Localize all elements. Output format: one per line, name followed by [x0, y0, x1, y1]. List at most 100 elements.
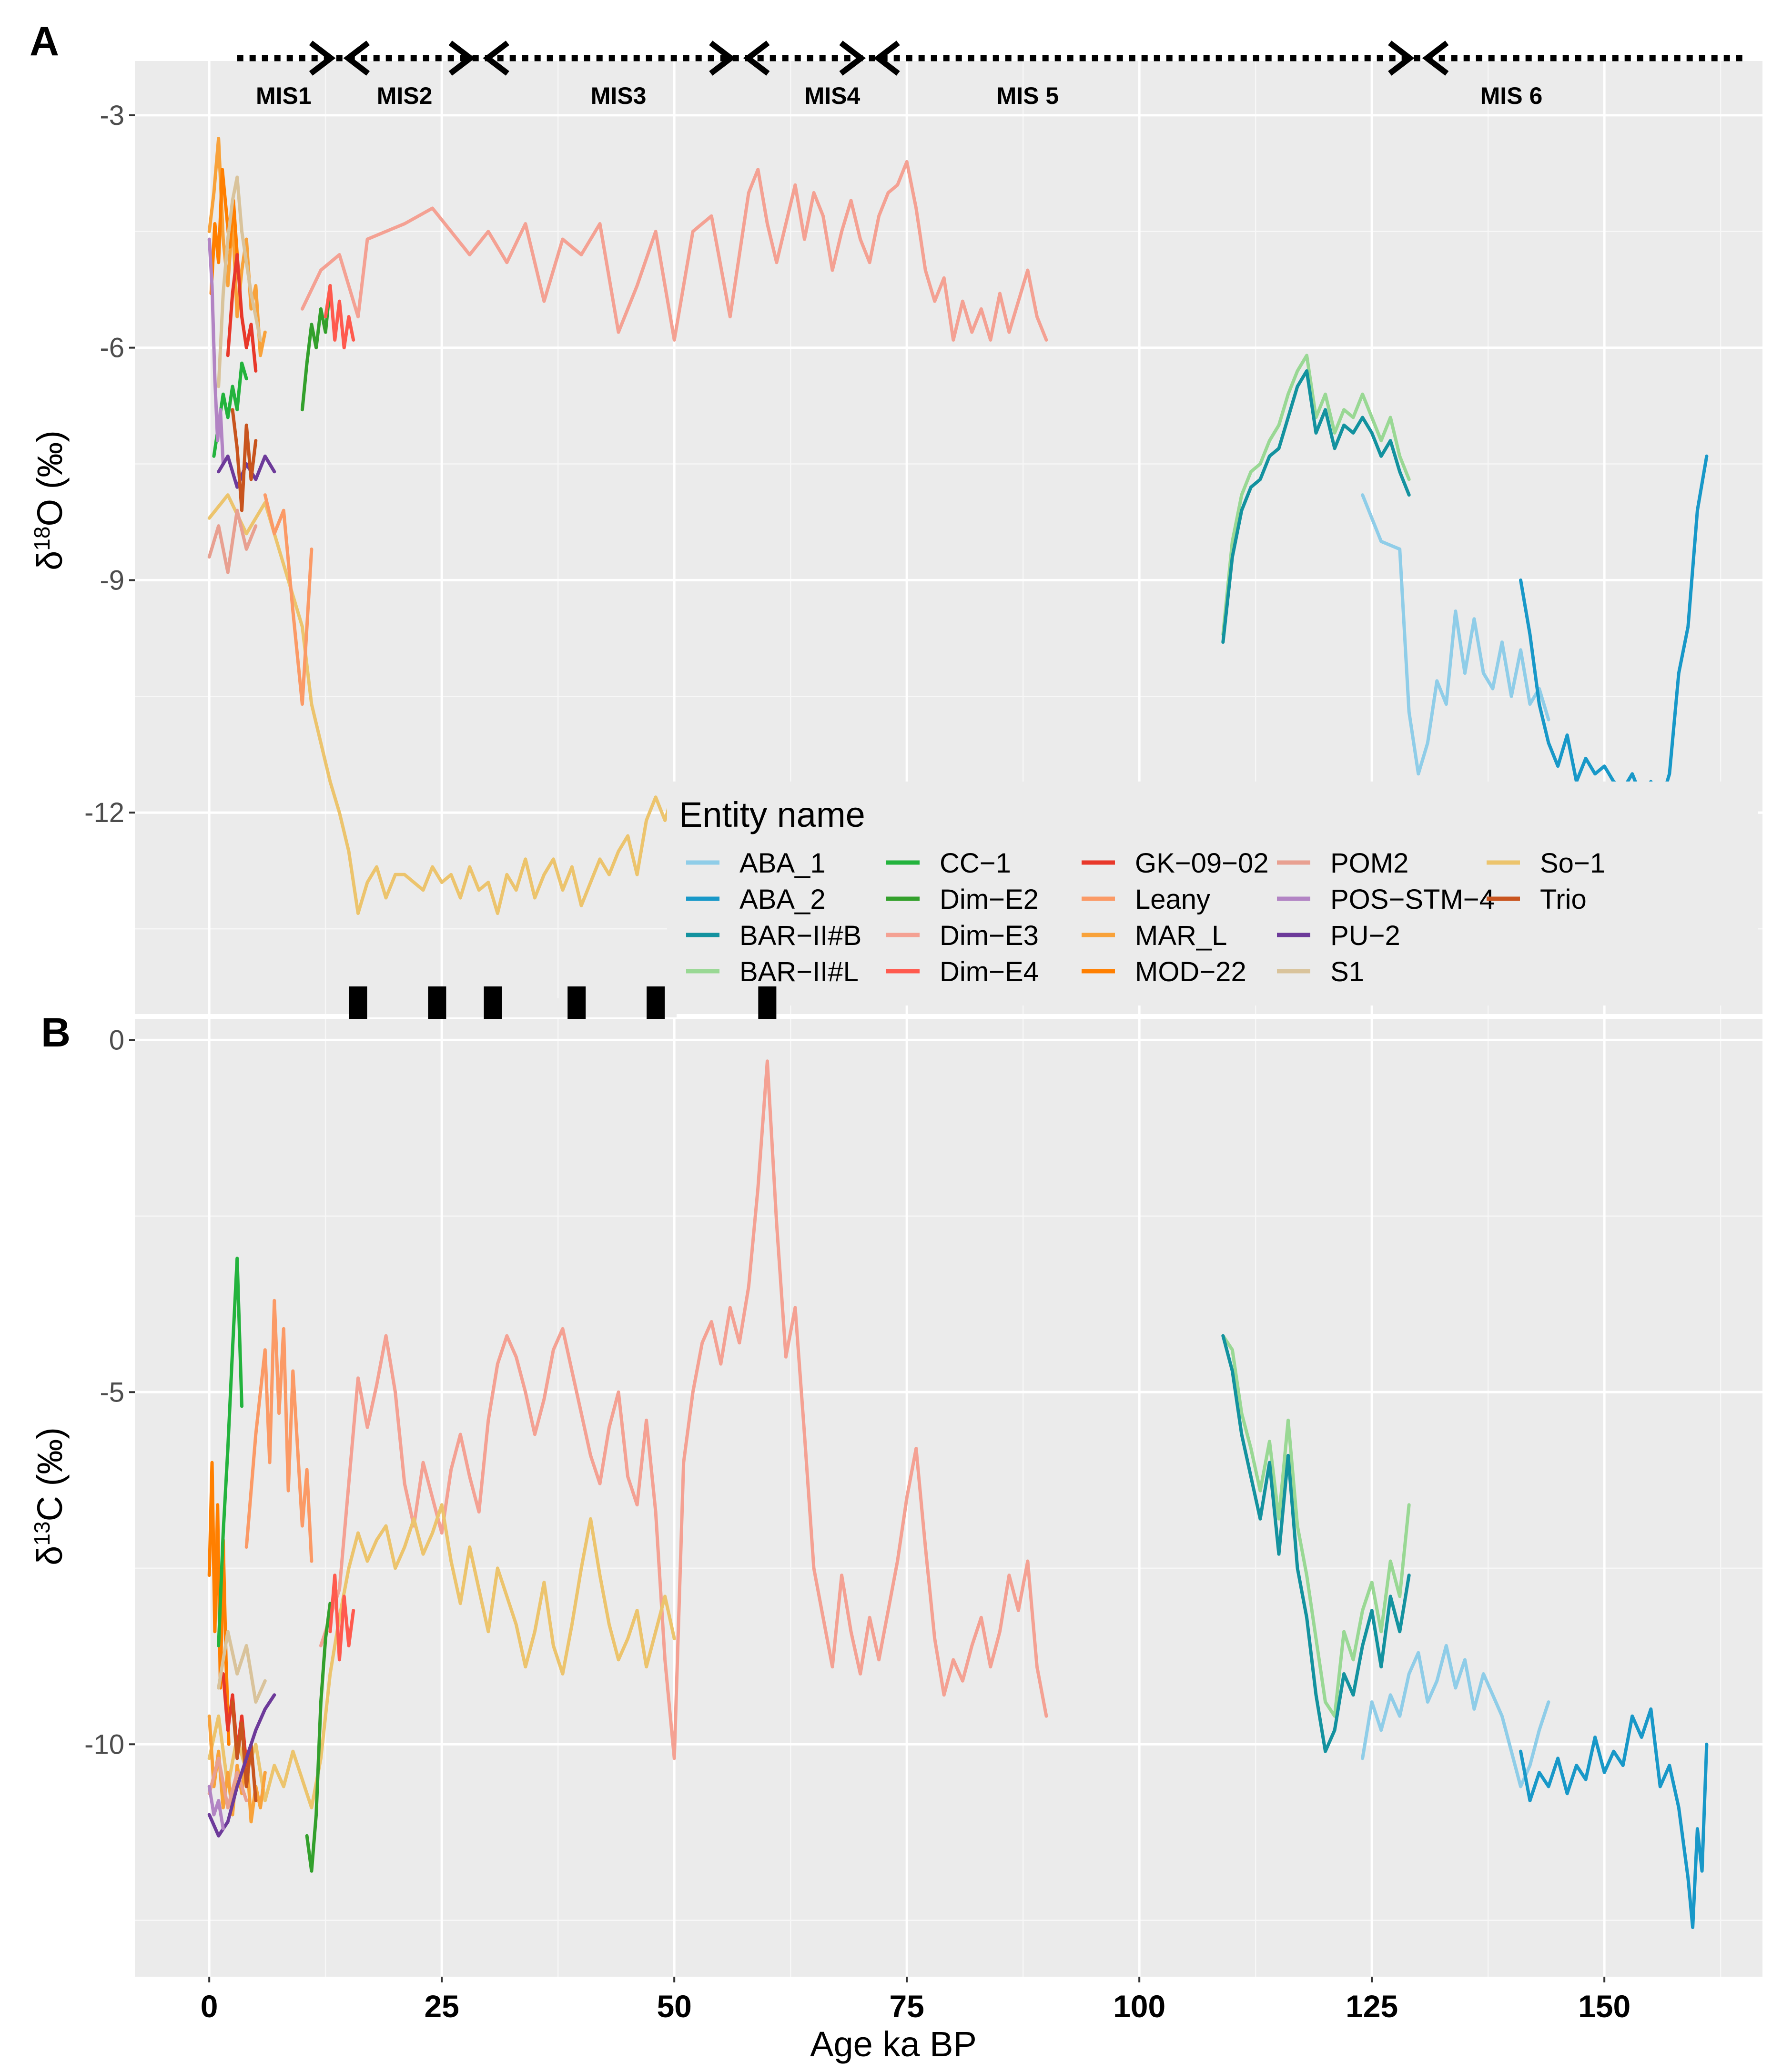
panel-a-series-pom2 — [207, 508, 258, 574]
panel-a-series-pos-stm-4 — [207, 237, 225, 466]
x-tick-label: 25 — [424, 1989, 459, 2024]
legend-entries: ABA_1 ABA_2 BAR−II#B BAR−II#L CC−1 Dim−E2 Dim−… — [686, 848, 1605, 987]
panel-a-series-pu-2 — [217, 454, 276, 489]
panel-b-series-dim-e2 — [305, 1602, 332, 1873]
panel-a: -3-6-9-12 A δ18O (‰) MIS1 MIS2 MIS3 MIS4 MIS… — [30, 19, 1762, 1014]
panel-a-series-dim-e3 — [300, 160, 1048, 342]
panel-b-series-pu-2 — [207, 1693, 276, 1838]
panel-a-series-bar-ii-l — [1221, 354, 1411, 636]
panel-b-series-bar-ii-b — [1221, 1334, 1411, 1753]
x-tick-label: 100 — [1113, 1989, 1165, 2024]
legend-background — [667, 782, 1758, 1006]
legend-label-dim-e3: Dim−E3 — [940, 920, 1039, 951]
panel-a-series-s1 — [217, 175, 262, 388]
legend-label-leany: Leany — [1135, 884, 1210, 915]
mis-label-mis2: MIS2 — [377, 82, 433, 109]
x-tick-label: 150 — [1578, 1989, 1630, 2024]
mis-label-mis3: MIS3 — [591, 82, 647, 109]
panel-b-series-aba-1 — [1361, 1644, 1550, 1788]
panel-a-y-tick-label: -9 — [100, 565, 124, 596]
legend-label-pom2: POM2 — [1330, 848, 1408, 879]
heinrich-background — [367, 998, 677, 1017]
legend-label-dim-e4: Dim−E4 — [940, 956, 1039, 987]
panel-b-series-pos-stm-4 — [207, 1785, 225, 1831]
mis-boundary-arrows — [448, 41, 509, 76]
panel-b-series-aba-2 — [1519, 1707, 1709, 1929]
heinrich-marker-h6 — [758, 986, 777, 1021]
legend-label-mod-22: MOD−22 — [1135, 956, 1246, 987]
panel-a-y-tick-label: -6 — [100, 333, 124, 364]
legend-label-aba-1: ABA_1 — [739, 848, 826, 879]
x-tick-label: 50 — [657, 1989, 691, 2024]
panel-a-series-gk-09-02 — [226, 253, 258, 373]
panel-b-series-bar-ii-l — [1221, 1334, 1411, 1718]
heinrich-marker-h3 — [484, 986, 502, 1021]
mis-boundary-arrows — [309, 41, 370, 76]
panel-b-series-leany — [244, 1299, 314, 1563]
panel-b-background — [135, 1019, 1762, 1977]
mis-boundary-arrows — [709, 41, 770, 76]
panel-b-series — [207, 1059, 1709, 1929]
panel-b-grid — [135, 1019, 1762, 1977]
panel-b-y-tick-label: 0 — [109, 1025, 124, 1056]
x-tick-label: 125 — [1346, 1989, 1398, 2024]
panel-a-series-aba-1 — [1361, 493, 1550, 776]
panel-b: 0 -5 -10 B δ13C (‰) 0 25 50 75 100 125 150 Age k… — [30, 1010, 1762, 2064]
panel-b-series-so-1 — [207, 1503, 676, 1809]
panel-a-y-ticks: -3 -6 -9 -12 — [84, 100, 135, 828]
legend-label-bar-ii-b: BAR−II#B — [739, 920, 861, 951]
legend-label-cc-1: CC−1 — [940, 848, 1011, 879]
heinrich-marker-h4 — [567, 986, 586, 1021]
legend-label-so-1: So−1 — [1540, 848, 1605, 879]
legend-label-mar-l: MAR_L — [1135, 920, 1227, 951]
panel-b-y-ticks: 0 -5 -10 — [84, 1025, 135, 1760]
panel-b-ylabel-rest: C (‰) — [30, 1427, 70, 1521]
panel-a-series-dim-e4 — [324, 284, 355, 350]
legend-label-aba-2: ABA_2 — [739, 884, 826, 915]
x-axis-title: Age ka BP — [810, 2024, 977, 2064]
panel-letter-a: A — [30, 19, 59, 64]
panel-b-y-tick-label: -5 — [100, 1377, 124, 1408]
x-axis-ticks: 0 25 50 75 100 125 150 — [201, 1977, 1630, 2024]
mis-label-mis-6: MIS 6 — [1480, 82, 1543, 109]
legend-label-trio: Trio — [1540, 884, 1587, 915]
heinrich-marker-h5 — [647, 986, 665, 1021]
mis-boundary-arrows — [839, 41, 900, 76]
panel-letter-b: B — [41, 1010, 71, 1056]
panel-a-ylabel-main: δ — [30, 551, 70, 570]
panel-b-y-axis-title: δ13C (‰) — [30, 1427, 70, 1565]
panel-a-ylabel-sup: 18 — [30, 527, 54, 551]
x-tick-label: 75 — [889, 1989, 924, 2024]
panel-a-series-trio — [231, 408, 258, 512]
legend: Entity name ABA_1 ABA_2 BAR−II#B BAR−II#L CC… — [667, 782, 1758, 1006]
panel-a-y-axis-title: δ18O (‰) — [30, 430, 70, 570]
legend-title: Entity name — [679, 795, 865, 834]
mis-stage-bar: MIS1 MIS2 MIS3 MIS4 MIS 5 MIS 6 — [237, 41, 1744, 109]
legend-label-dim-e2: Dim−E2 — [940, 884, 1039, 915]
mis-label-mis4: MIS4 — [805, 82, 861, 109]
x-tick-label: 0 — [201, 1989, 218, 2024]
panel-a-series-leany — [263, 493, 314, 706]
panel-a-y-tick-label: -12 — [84, 797, 124, 828]
panel-b-series-cc-1 — [217, 1257, 243, 1647]
mis-boundary-arrows — [1388, 41, 1449, 76]
heinrich-marker-h1 — [349, 986, 367, 1021]
mis-label-mis-5: MIS 5 — [997, 82, 1059, 109]
panel-a-y-tick-label: -3 — [100, 100, 124, 131]
mis-label-mis1: MIS1 — [256, 82, 312, 109]
panel-b-series-dim-e3 — [319, 1059, 1048, 1760]
panel-a-series-so-1 — [207, 493, 676, 915]
panel-a-series-dim-e2 — [300, 284, 332, 412]
heinrich-marker-h2 — [428, 986, 446, 1021]
panel-a-ylabel-rest: O (‰) — [30, 430, 70, 526]
panel-b-ylabel-main: δ — [30, 1546, 70, 1565]
panel-b-series-trio — [231, 1700, 258, 1802]
legend-label-pu-2: PU−2 — [1330, 920, 1400, 951]
panel-b-series-s1 — [217, 1630, 267, 1704]
panel-b-series-dim-e4 — [328, 1574, 355, 1662]
panel-a-series-mar-l — [207, 137, 267, 357]
panel-a-series-bar-ii-b — [1221, 369, 1411, 644]
panel-b-ylabel-sup: 13 — [30, 1521, 54, 1545]
